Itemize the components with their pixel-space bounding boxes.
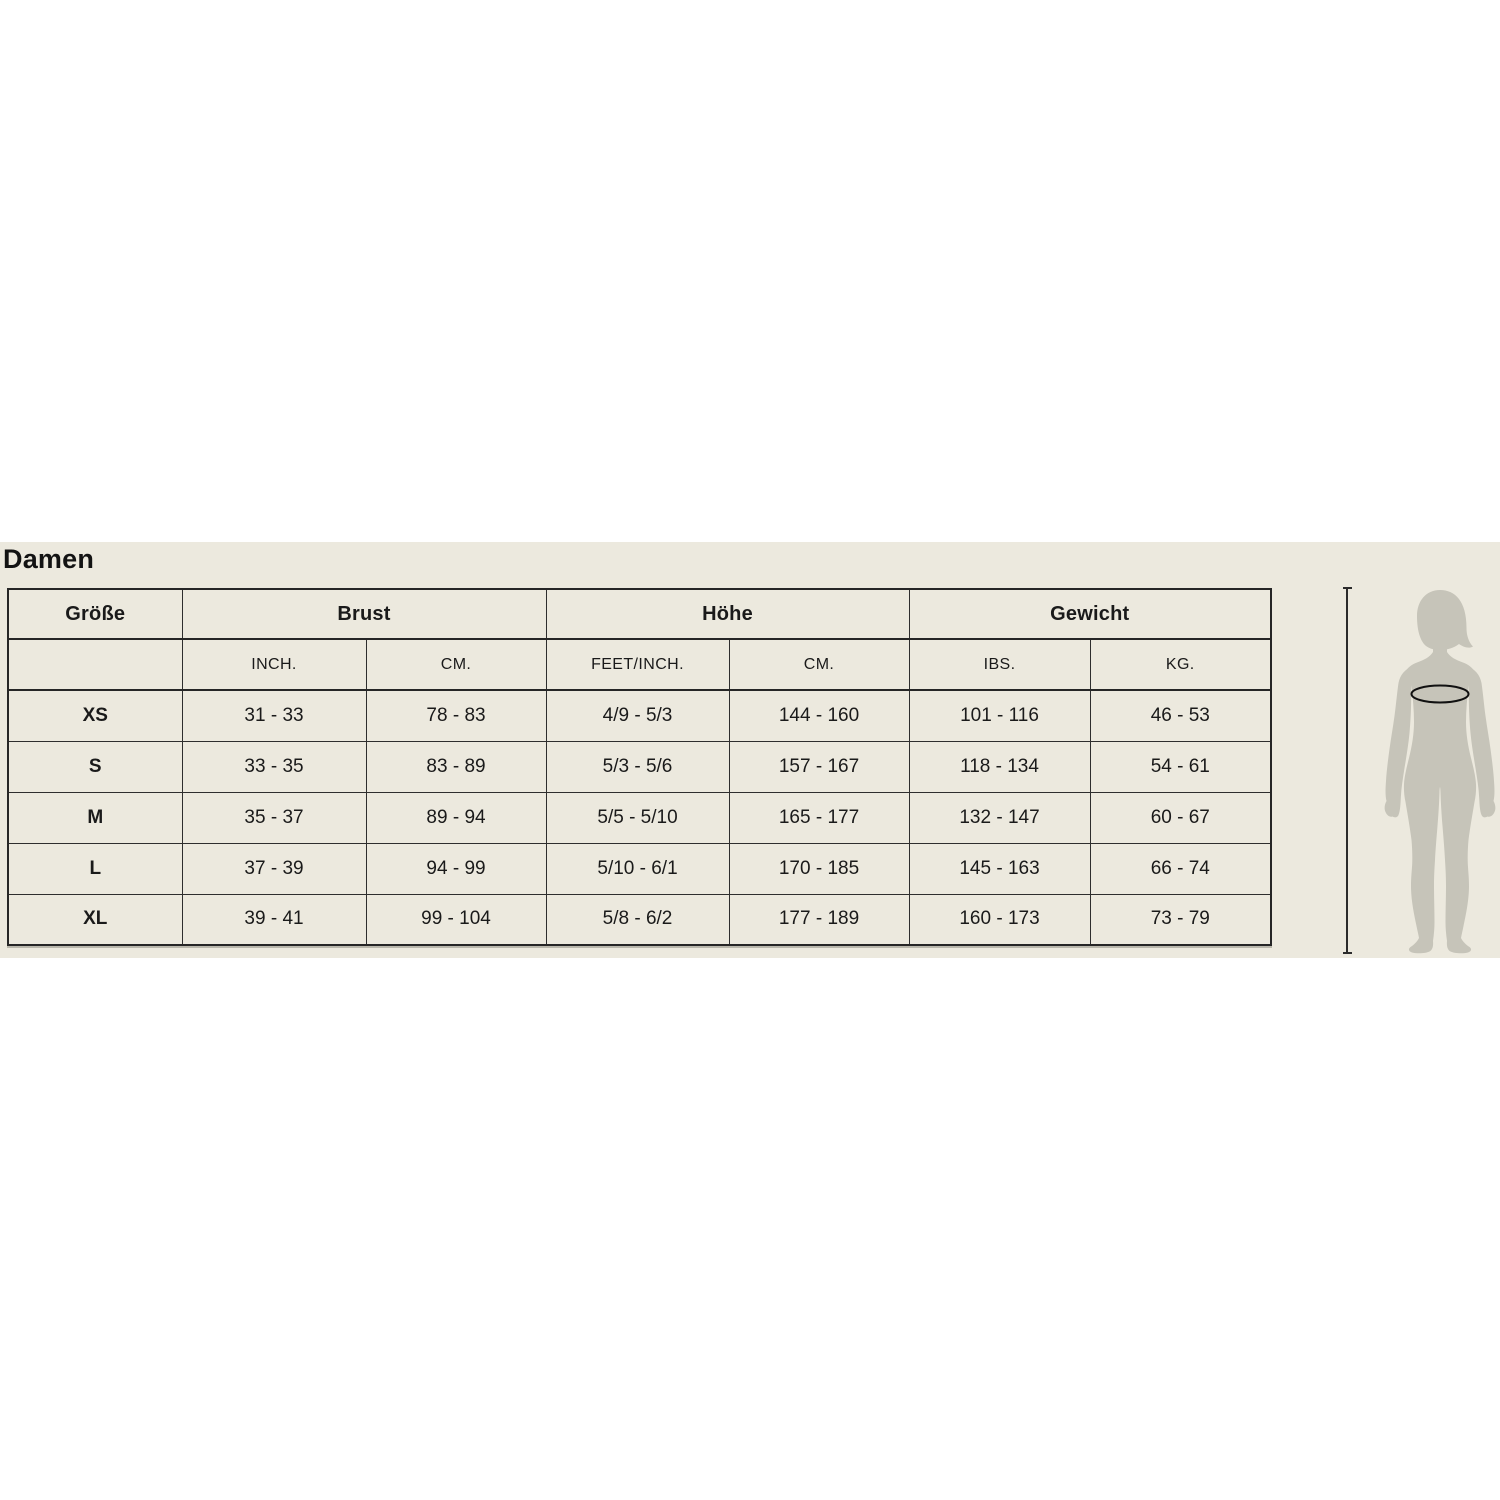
value-cell: 5/10 - 6/1 — [545, 842, 730, 895]
value-cell: 4/9 - 5/3 — [545, 689, 730, 742]
chest-measurement-ellipse — [1410, 684, 1470, 704]
silhouette-right-arm — [1467, 666, 1496, 818]
table-row: S 33 - 35 83 - 89 5/3 - 5/6 157 - 167 118 - 1… — [7, 740, 1272, 793]
table-row: XL 39 - 41 99 - 104 5/8 - 6/2 177 - 189 160 -… — [7, 893, 1272, 946]
value-cell: 73 - 79 — [1089, 893, 1272, 946]
value-cell: 170 - 185 — [728, 842, 910, 895]
value-cell: 145 - 163 — [908, 842, 1091, 895]
value-cell: 165 - 177 — [728, 791, 910, 844]
unit-header-empty — [7, 638, 183, 691]
size-chart-section: Damen Größe Brust Höhe Gewicht — [0, 542, 1500, 958]
unit-header-hoehe-feet-inch: FEET/INCH. — [545, 638, 730, 691]
value-cell: 94 - 99 — [365, 842, 547, 895]
size-label: XL — [7, 893, 183, 946]
size-label: XS — [7, 689, 183, 742]
size-label: S — [7, 740, 183, 793]
value-cell: 83 - 89 — [365, 740, 547, 793]
silhouette-hair — [1417, 590, 1473, 650]
value-cell: 31 - 33 — [181, 689, 367, 742]
value-cell: 35 - 37 — [181, 791, 367, 844]
value-cell: 78 - 83 — [365, 689, 547, 742]
silhouette-left-arm — [1384, 666, 1413, 818]
value-cell: 46 - 53 — [1089, 689, 1272, 742]
table-row: L 37 - 39 94 - 99 5/10 - 6/1 170 - 185 145 - … — [7, 842, 1272, 895]
value-cell: 132 - 147 — [908, 791, 1091, 844]
size-chart-table: Größe Brust Höhe Gewicht INCH. CM. FEET/… — [7, 588, 1273, 946]
column-header-gewicht: Gewicht — [908, 588, 1272, 640]
value-cell: 60 - 67 — [1089, 791, 1272, 844]
unit-header-brust-cm: CM. — [365, 638, 547, 691]
value-cell: 144 - 160 — [728, 689, 910, 742]
size-table-body: XS 31 - 33 78 - 83 4/9 - 5/3 144 - 160 101 - … — [7, 689, 1272, 946]
value-cell: 89 - 94 — [365, 791, 547, 844]
section-title: Damen — [3, 544, 95, 574]
column-header-hoehe: Höhe — [545, 588, 910, 640]
value-cell: 99 - 104 — [365, 893, 547, 946]
value-cell: 33 - 35 — [181, 740, 367, 793]
unit-header-gewicht-kg: KG. — [1089, 638, 1272, 691]
unit-header-gewicht-ibs: IBS. — [908, 638, 1091, 691]
value-cell: 101 - 116 — [908, 689, 1091, 742]
height-measurement-line — [1342, 587, 1352, 954]
value-cell: 66 - 74 — [1089, 842, 1272, 895]
value-cell: 5/8 - 6/2 — [545, 893, 730, 946]
column-header-brust: Brust — [181, 588, 547, 640]
column-header-groesse: Größe — [7, 588, 183, 640]
female-silhouette — [1384, 590, 1496, 954]
value-cell: 118 - 134 — [908, 740, 1091, 793]
value-cell: 5/3 - 5/6 — [545, 740, 730, 793]
table-group-header-row: Größe Brust Höhe Gewicht — [7, 588, 1272, 640]
table-unit-header-row: INCH. CM. FEET/INCH. CM. IBS. KG. — [7, 638, 1272, 691]
unit-header-brust-inch: INCH. — [181, 638, 367, 691]
size-label: L — [7, 842, 183, 895]
value-cell: 5/5 - 5/10 — [545, 791, 730, 844]
value-cell: 54 - 61 — [1089, 740, 1272, 793]
table-row: XS 31 - 33 78 - 83 4/9 - 5/3 144 - 160 101 - … — [7, 689, 1272, 742]
table-row: M 35 - 37 89 - 94 5/5 - 5/10 165 - 177 132 - … — [7, 791, 1272, 844]
value-cell: 37 - 39 — [181, 842, 367, 895]
value-cell: 39 - 41 — [181, 893, 367, 946]
value-cell: 177 - 189 — [728, 893, 910, 946]
value-cell: 157 - 167 — [728, 740, 910, 793]
size-label: M — [7, 791, 183, 844]
value-cell: 160 - 173 — [908, 893, 1091, 946]
unit-header-hoehe-cm: CM. — [728, 638, 910, 691]
silhouette-body — [1403, 652, 1477, 954]
